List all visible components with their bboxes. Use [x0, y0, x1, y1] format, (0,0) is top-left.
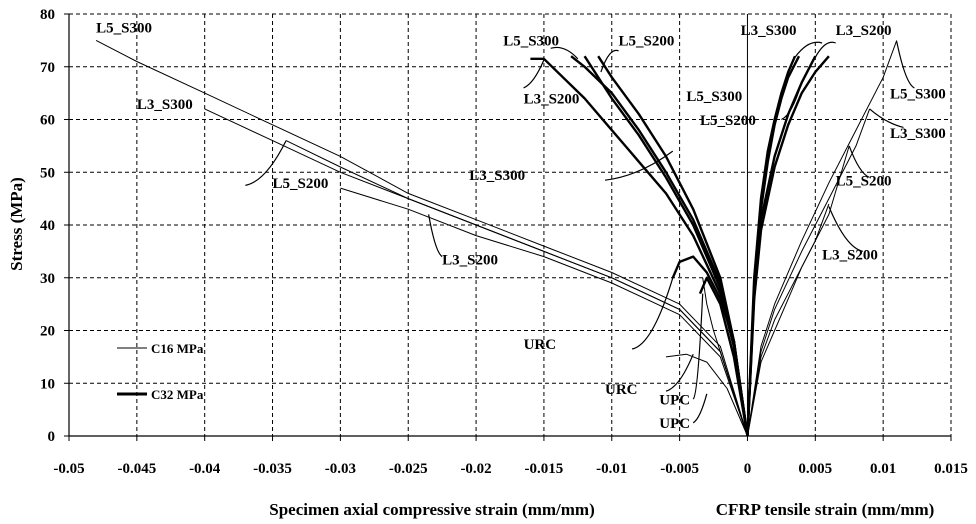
legend-label: C16 MPa [151, 341, 204, 356]
annotation-leader [523, 59, 545, 89]
series-line [746, 55, 830, 437]
series-line [747, 108, 871, 437]
x-tick-label: -0.02 [460, 461, 491, 477]
annotation-label: UPC [659, 416, 690, 432]
series-line [285, 140, 748, 437]
annotation-label: L3_S200 [822, 247, 878, 263]
annotation-leader [692, 293, 704, 400]
y-tick-label: 50 [40, 165, 55, 181]
annotation-label: L5_S200 [700, 113, 756, 129]
legend: C16 MPa C32 MPa [117, 341, 204, 402]
x-tick-label: -0.05 [53, 461, 84, 477]
x-tick-label: -0.04 [189, 461, 221, 477]
x-tick-label: 0.01 [870, 461, 896, 477]
annotation-label: L5_S200 [619, 34, 675, 50]
series-line [702, 277, 748, 437]
annotation-leader [828, 206, 863, 252]
y-tick-label: 20 [40, 324, 55, 340]
x-tick-label: -0.035 [253, 461, 292, 477]
legend-label: C32 MPa [151, 387, 204, 402]
y-tick-label: 10 [40, 376, 55, 392]
annotation-label: L5_S300 [686, 89, 742, 105]
annotation-label: L3_S200 [442, 253, 498, 269]
y-tick-label: 40 [40, 218, 55, 234]
annotation-label: L5_S300 [503, 34, 559, 50]
annotation-leader [896, 41, 915, 89]
series-line [665, 353, 748, 437]
annotation-label: URC [524, 337, 557, 353]
annotation-label: UPC [659, 392, 690, 408]
annotations: L5_S300 L3_S300 L5_S200 L3_S200 L5_S300 L5_S2… [96, 20, 946, 432]
grid-lines [69, 13, 952, 436]
annotation-leader [794, 41, 823, 58]
y-tick-label: 30 [40, 271, 55, 287]
annotation-label: L5_S300 [96, 20, 152, 36]
annotation-leader [550, 46, 579, 60]
x-tick-label: 0 [744, 461, 752, 477]
series-line [597, 55, 749, 437]
annotation-label: L3_S200 [836, 23, 892, 39]
x-tick-label: -0.03 [325, 461, 356, 477]
y-tick-label: 0 [48, 429, 56, 445]
annotation-label: L3_S300 [137, 97, 193, 113]
annotation-leader [814, 41, 836, 58]
annotation-leader [780, 71, 789, 97]
annotation-leader [604, 150, 674, 181]
series-line [747, 203, 830, 437]
annotation-label: L5_S300 [890, 86, 946, 102]
x-tick-label: 0.015 [934, 461, 968, 477]
x-tick-label: 0.005 [798, 461, 832, 477]
annotation-label: L5_S200 [273, 176, 329, 192]
annotation-leader [665, 353, 694, 392]
tick-labels: -0.05 -0.045 -0.04 -0.035 -0.03 -0.025 -0.02 -0… [40, 7, 968, 477]
annotation-leader [781, 82, 803, 121]
axes [64, 13, 952, 441]
y-tick-label: 60 [40, 113, 55, 129]
annotation-leader [428, 214, 443, 258]
x-axis-label-left: Specimen axial compressive strain (mm/mm… [269, 500, 594, 519]
annotation-label: L5_S200 [836, 173, 892, 189]
annotation-leader [848, 145, 870, 179]
x-tick-label: -0.045 [117, 461, 156, 477]
y-tick-label: 70 [40, 60, 55, 76]
series-line [340, 187, 748, 437]
series-line [583, 55, 749, 437]
x-tick-label: -0.025 [389, 461, 428, 477]
x-axis-label-right: CFRP tensile strain (mm/mm) [716, 500, 935, 519]
annotation-label: URC [605, 382, 638, 398]
series-line [747, 145, 850, 437]
series-lines [95, 39, 898, 437]
annotation-label: L3_S300 [469, 168, 525, 184]
annotation-label: L3_S300 [890, 126, 946, 142]
annotation-label: L3_S300 [741, 23, 797, 39]
annotation-leader [631, 277, 674, 350]
y-axis-label: Stress (MPa) [7, 177, 26, 271]
annotation-leader [600, 49, 619, 73]
x-tick-label: -0.005 [660, 461, 699, 477]
annotation-label: L3_S200 [524, 92, 580, 108]
series-line [95, 39, 748, 437]
y-tick-label: 80 [40, 7, 55, 23]
annotation-leader [245, 140, 287, 186]
series-line [747, 40, 898, 437]
annotation-leader [692, 393, 708, 424]
annotation-leader [869, 108, 904, 128]
x-tick-label: -0.015 [525, 461, 564, 477]
x-tick-label: -0.01 [596, 461, 627, 477]
